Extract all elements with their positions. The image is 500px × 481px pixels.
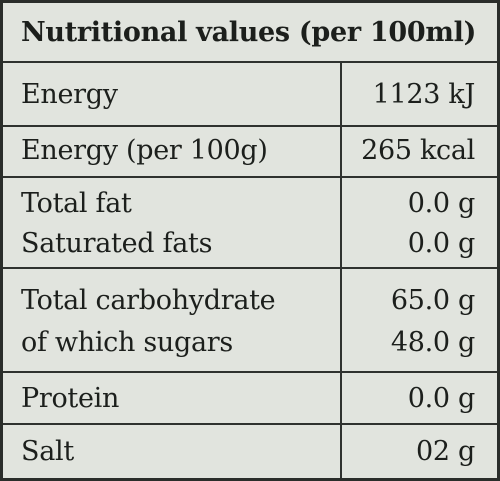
- energy-100g-label: Energy (per 100g): [21, 135, 268, 166]
- energy-100g-value: 265 kcal: [361, 135, 475, 166]
- title-row: Nutritional values (per 100ml): [3, 3, 497, 63]
- total-carbohydrate-value: 65.0 g: [390, 285, 475, 316]
- table-row-salt: Salt 02 g: [3, 425, 497, 481]
- sugars-value: 48.0 g: [390, 327, 475, 358]
- salt-value: 02 g: [415, 436, 475, 467]
- protein-value: 0.0 g: [407, 383, 476, 414]
- total-carbohydrate-label: Total carbohydrate: [21, 285, 276, 316]
- total-fat-label: Total fat: [21, 188, 132, 219]
- column-divider: [340, 63, 342, 478]
- salt-label: Salt: [21, 436, 74, 467]
- table-title: Nutritional values (per 100ml): [21, 17, 477, 48]
- sugars-label: of which sugars: [21, 327, 233, 358]
- table-row-energy: Energy 1123 kJ: [3, 63, 497, 127]
- table-row-carbohydrate: Total carbohydrate 65.0 g of which sugar…: [3, 269, 497, 373]
- total-fat-value: 0.0 g: [407, 188, 476, 219]
- table-row-fat: Total fat 0.0 g Saturated fats 0.0 g: [3, 178, 497, 269]
- saturated-fats-value: 0.0 g: [407, 228, 476, 259]
- saturated-fats-label: Saturated fats: [21, 228, 213, 259]
- protein-label: Protein: [21, 383, 120, 414]
- energy-label: Energy: [21, 79, 118, 110]
- table-row-protein: Protein 0.0 g: [3, 373, 497, 425]
- table-row-energy-100g: Energy (per 100g) 265 kcal: [3, 127, 497, 178]
- energy-value: 1123 kJ: [372, 79, 476, 110]
